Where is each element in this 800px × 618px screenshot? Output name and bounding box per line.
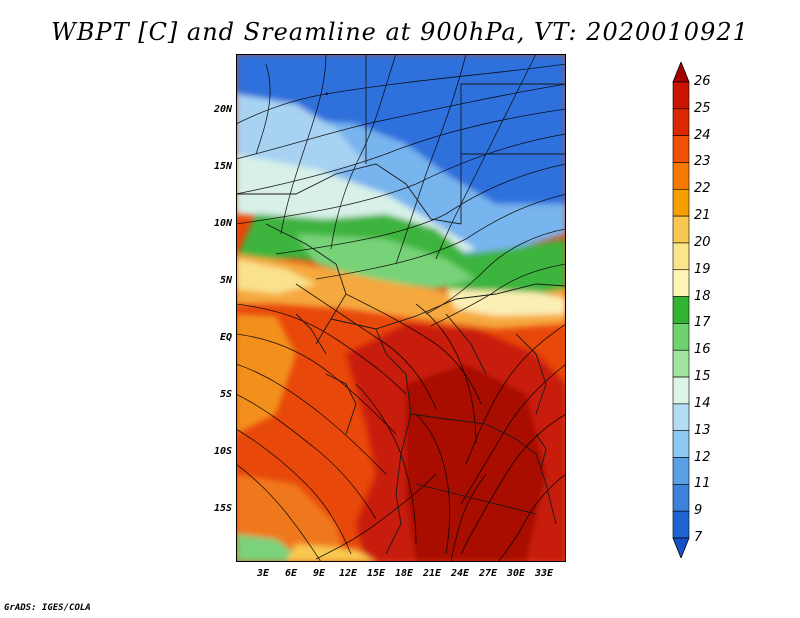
lon-label-3e: 3E — [256, 568, 270, 579]
lat-label-eq: EQ — [219, 332, 232, 343]
grads-credit: GrADS: IGES/COLA — [4, 603, 91, 613]
colorbar-segment — [672, 323, 690, 351]
lat-label-15s: 15S — [213, 503, 232, 514]
colorbar-label: 26 — [694, 74, 711, 89]
colorbar-label: 14 — [694, 395, 711, 411]
lat-label-5n: 5N — [219, 275, 232, 286]
colorbar-label: 11 — [694, 476, 711, 492]
colorbar-label: 18 — [694, 288, 711, 304]
colorbar-segment — [672, 81, 690, 110]
colorbar-label: 25 — [694, 100, 711, 116]
colorbar-segment — [672, 457, 690, 485]
lon-label-18e: 18E — [394, 568, 414, 579]
colorbar-segment — [672, 215, 690, 244]
colorbar-segment — [672, 188, 690, 217]
lon-label-15e: 15E — [366, 568, 386, 579]
colorbar-label: 23 — [694, 154, 711, 170]
colorbar-segment — [672, 403, 690, 432]
colorbar-label: 22 — [694, 181, 711, 197]
colorbar-label: 24 — [694, 127, 711, 143]
colorbar-label: 7 — [694, 530, 703, 545]
colorbar-segment — [672, 296, 690, 324]
colorbar-label: 20 — [694, 234, 711, 250]
colorbar-segment — [672, 108, 690, 136]
colorbar-label: 13 — [694, 422, 711, 438]
colorbar-top-triangle — [672, 62, 690, 83]
colorbar — [672, 62, 690, 558]
lat-label-10n: 10N — [213, 218, 232, 229]
colorbar-segment — [672, 484, 690, 512]
lat-label-15n: 15N — [213, 161, 232, 172]
colorbar-label: 12 — [694, 449, 711, 465]
lat-label-5s: 5S — [219, 389, 232, 400]
colorbar-segment — [672, 135, 690, 163]
lon-label-12e: 12E — [338, 568, 358, 579]
colorbar-segment — [672, 376, 690, 405]
colorbar-bottom-triangle — [672, 537, 690, 558]
colorbar-segment — [672, 510, 690, 539]
colorbar-label: 19 — [694, 261, 711, 277]
lat-label-10s: 10S — [213, 446, 232, 457]
chart-title: WBPT [C] and Sreamline at 900hPa, VT: 20… — [51, 18, 749, 46]
lon-label-33e: 33E — [534, 568, 554, 579]
colorbar-segment — [672, 269, 690, 297]
colorbar-segment — [672, 349, 690, 378]
colorbar-label: 21 — [694, 208, 711, 224]
colorbar-label: 9 — [694, 503, 703, 519]
lon-label-21e: 21E — [422, 568, 442, 579]
colorbar-segment — [672, 430, 690, 458]
lat-label-20n: 20N — [213, 104, 232, 115]
map-plot — [236, 54, 566, 562]
lon-label-27e: 27E — [478, 568, 498, 579]
lon-label-24e: 24E — [450, 568, 470, 579]
lon-label-6e: 6E — [284, 568, 298, 579]
colorbar-segment — [672, 162, 690, 190]
colorbar-segment — [672, 242, 690, 271]
colorbar-label: 16 — [694, 342, 711, 358]
lon-label-30e: 30E — [506, 568, 526, 579]
colorbar-label: 17 — [694, 315, 711, 331]
lon-label-9e: 9E — [312, 568, 326, 579]
colorbar-label: 15 — [694, 369, 711, 385]
